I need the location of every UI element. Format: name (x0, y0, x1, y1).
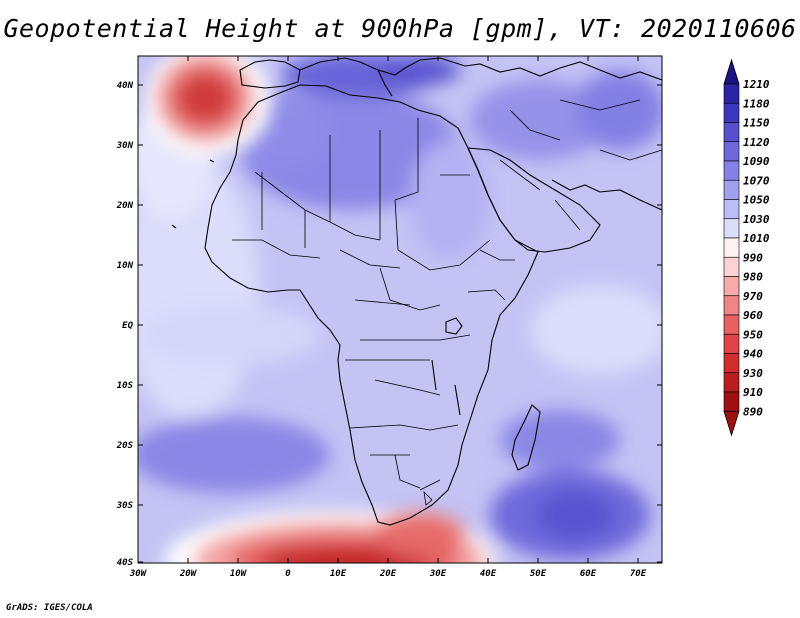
lat-label: 20N (116, 201, 134, 211)
colorbar-swatch (723, 160, 740, 181)
colorbar-swatch (723, 391, 740, 412)
lon-label: 10W (230, 569, 248, 579)
colorbar-label: 960 (743, 309, 763, 322)
colorbar-swatch (723, 333, 740, 354)
map-title: Geopotential Height at 900hPa [gpm], VT:… (3, 14, 797, 43)
colorbar-label: 1150 (743, 117, 770, 130)
plot-frame (137, 55, 663, 564)
colorbar-swatch (723, 141, 740, 162)
colorbar-swatch (723, 353, 740, 374)
lon-label: 40E (480, 569, 497, 579)
colorbar-swatch (723, 199, 740, 220)
credit-text: GrADS: IGES/COLA (6, 603, 93, 613)
colorbar-label: 1180 (743, 97, 770, 110)
lat-label: 30N (116, 141, 134, 151)
colorbar-label: 1090 (743, 155, 770, 168)
lon-label: 20W (179, 569, 198, 579)
colorbar-label: 890 (743, 405, 763, 418)
colorbar-label: 940 (743, 348, 763, 361)
lon-label: 10E (330, 569, 347, 579)
lon-label: 0 (285, 569, 291, 579)
lon-label: 50E (530, 569, 547, 579)
lat-label: 40N (117, 81, 134, 91)
longitude-labels: 30W 20W 10W 0 10E 20E 30E 40E 50E 60E 70E (129, 56, 647, 579)
latitude-labels: 40N 30N 20N 10N EQ 10S 20S 30S 40S (116, 81, 662, 568)
colorbar-label: 1010 (743, 232, 770, 245)
colorbar-swatch (723, 276, 740, 297)
colorbar-swatch (723, 218, 740, 239)
colorbar-label: 1120 (743, 136, 770, 149)
height-field (138, 56, 662, 563)
lon-label: 60E (580, 569, 597, 579)
lat-label: 30S (116, 501, 134, 511)
colorbar-label: 990 (743, 251, 763, 264)
country-borders (232, 99, 662, 506)
colorbar-label: 1030 (743, 213, 770, 226)
lon-label: 20E (379, 569, 397, 579)
colorbar-top-arrow (723, 58, 740, 85)
colorbar-swatch (723, 237, 740, 258)
colorbar-swatch (723, 295, 740, 316)
lat-label: EQ (122, 321, 133, 331)
colorbar-swatch (723, 179, 740, 200)
lon-label: 30E (429, 569, 447, 579)
colorbar-swatch (723, 83, 740, 104)
lat-label: 10N (117, 261, 134, 271)
lat-label: 20S (116, 441, 134, 451)
lon-label: 30W (129, 569, 148, 579)
colorbar: 1210 1180 1150 1120 1090 1070 1050 1030 1010 990 9… (723, 58, 770, 437)
colorbar-swatch (723, 102, 740, 123)
lat-label: 40S (117, 558, 134, 568)
colorbar-label: 1210 (743, 78, 770, 91)
colorbar-label: 970 (743, 290, 763, 303)
colorbar-swatch (723, 256, 740, 277)
lon-label: 70E (630, 569, 647, 579)
colorbar-label: 910 (743, 386, 763, 399)
colorbar-swatch (723, 122, 740, 143)
colorbar-label: 950 (743, 328, 763, 341)
colorbar-label: 1070 (743, 174, 770, 187)
lat-label: 10S (117, 381, 134, 391)
colorbar-bottom-arrow (723, 410, 740, 437)
colorbar-label: 930 (743, 367, 763, 380)
colorbar-label: 1050 (743, 194, 770, 207)
colorbar-label: 980 (743, 271, 763, 284)
colorbar-swatch (723, 372, 740, 393)
coastlines (171, 57, 662, 526)
colorbar-swatch (723, 314, 740, 335)
